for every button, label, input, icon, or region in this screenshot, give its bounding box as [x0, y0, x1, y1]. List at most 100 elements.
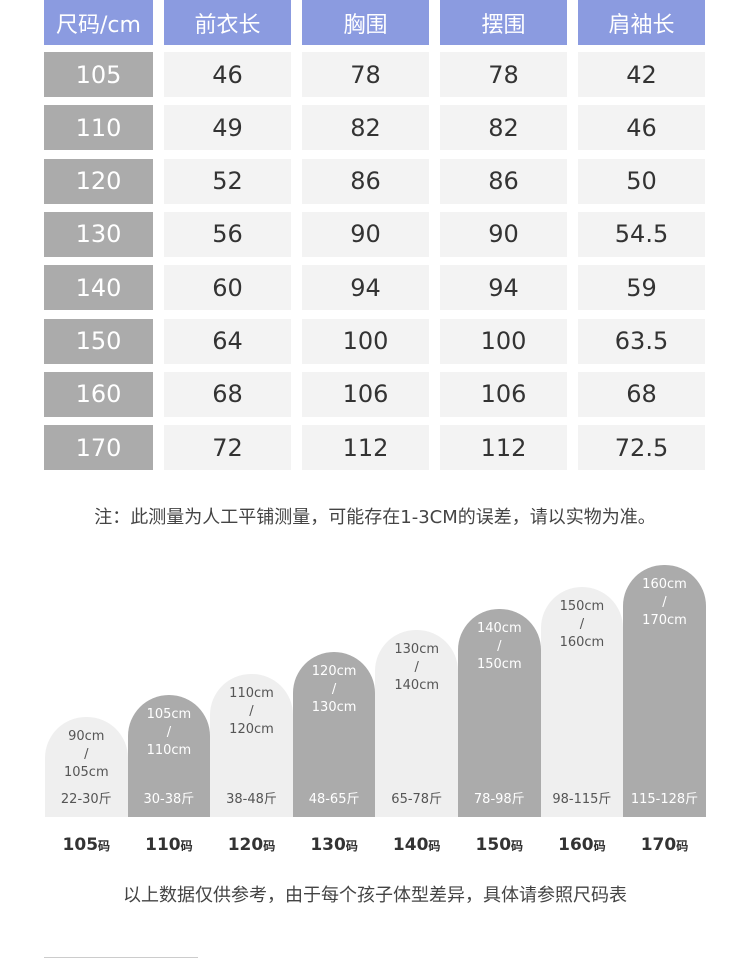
size-number: 105 — [62, 835, 99, 855]
size-arch — [623, 565, 706, 817]
weight-range: 38-48斤 — [226, 792, 277, 807]
size-unit: 码 — [676, 839, 689, 853]
size-label: 130码 — [293, 835, 376, 855]
size-arch — [210, 673, 293, 817]
weight-range: 78-98斤 — [473, 792, 525, 807]
height-range: 90cm — [68, 729, 105, 744]
size-label: 110码 — [128, 835, 211, 855]
height-range: 110cm — [229, 685, 274, 701]
table-cell: 112 — [440, 425, 567, 471]
table-cell: 63.5 — [578, 318, 705, 364]
size-arch — [127, 695, 211, 817]
header-cell: 尺码/cm — [44, 0, 153, 45]
header-cell: 胸围 — [302, 0, 429, 45]
table-cell: 49 — [164, 105, 291, 151]
table-cell: 112 — [302, 425, 429, 471]
header-cell: 肩袖长 — [578, 0, 705, 45]
header-cell: 摆围 — [440, 0, 567, 45]
weight-range: 98-115斤 — [552, 792, 612, 807]
size-unit: 码 — [345, 839, 358, 853]
size-cell: 170 — [44, 425, 153, 471]
size-unit: 码 — [593, 839, 606, 853]
height-range: / — [662, 595, 667, 611]
size-unit: 码 — [263, 839, 276, 853]
table-cell: 100 — [440, 318, 567, 364]
size-unit: 码 — [98, 839, 111, 853]
table-cell: 60 — [164, 265, 291, 311]
table-cell: 82 — [302, 105, 429, 151]
height-range: 130cm — [311, 699, 357, 715]
height-range: 120cm — [229, 721, 274, 737]
height-range: / — [249, 703, 254, 719]
table-cell: 86 — [440, 158, 567, 204]
size-arch — [375, 630, 458, 817]
size-number: 160 — [558, 835, 594, 855]
table-cell: 68 — [578, 371, 705, 417]
size-label: 150码 — [458, 835, 541, 855]
size-cell: 105 — [44, 52, 153, 97]
table-cell: 90 — [302, 211, 429, 257]
size-number: 140 — [392, 835, 429, 855]
table-cell: 78 — [440, 52, 567, 97]
header-cell: 前衣长 — [164, 0, 291, 45]
weight-range: 115-128斤 — [630, 792, 699, 807]
height-range: / — [414, 660, 419, 676]
height-range: / — [331, 681, 337, 697]
size-label: 140码 — [375, 835, 458, 855]
height-range: 150cm — [559, 598, 605, 614]
table-cell: 82 — [440, 105, 567, 151]
table-cell: 56 — [164, 211, 291, 257]
height-range: 140cm — [394, 678, 439, 694]
table-cell: 46 — [578, 105, 705, 151]
table-cell: 72 — [164, 425, 291, 471]
height-range: 120cm — [311, 663, 357, 679]
table-cell: 46 — [164, 52, 291, 97]
size-arch — [458, 608, 541, 817]
size-unit: 码 — [180, 839, 193, 853]
height-range: 110cm — [146, 743, 192, 759]
height-range: 105cm — [146, 707, 192, 723]
height-range: 130cm — [394, 642, 439, 658]
size-number: 170 — [640, 835, 677, 855]
size-cell: 110 — [44, 105, 153, 151]
size-label: 120码 — [210, 835, 293, 855]
height-range: 140cm — [476, 620, 522, 636]
table-cell: 54.5 — [578, 211, 705, 257]
size-label: 160码 — [541, 835, 624, 855]
table-cell: 106 — [440, 371, 567, 417]
size-number: 120 — [227, 835, 264, 855]
size-cell: 140 — [44, 265, 153, 311]
table-cell: 50 — [578, 158, 705, 204]
size-label: 170码 — [623, 835, 706, 855]
weight-range: 48-65斤 — [308, 792, 360, 807]
height-range: / — [84, 747, 89, 762]
table-cell: 42 — [578, 52, 705, 97]
size-number: 110 — [145, 835, 181, 855]
table-cell: 72.5 — [578, 425, 705, 471]
height-range: / — [166, 725, 172, 741]
size-label: 105码 — [45, 835, 128, 855]
size-unit: 码 — [428, 839, 441, 853]
table-cell: 68 — [164, 371, 291, 417]
height-range: 105cm — [63, 765, 109, 780]
size-cell: 160 — [44, 371, 153, 417]
divider — [44, 957, 198, 958]
size-arch — [45, 717, 128, 817]
table-cell: 52 — [164, 158, 291, 204]
weight-range: 65-78斤 — [391, 792, 443, 807]
weight-range: 22-30斤 — [60, 792, 112, 807]
table-cell: 106 — [302, 371, 429, 417]
weight-range: 30-38斤 — [143, 792, 195, 807]
size-number: 150 — [475, 835, 512, 855]
table-cell: 78 — [302, 52, 429, 97]
height-range: 160cm — [559, 634, 605, 650]
size-arch — [540, 586, 624, 817]
table-cell: 59 — [578, 265, 705, 311]
height-range: / — [579, 616, 585, 632]
table-cell: 64 — [164, 318, 291, 364]
size-cell: 130 — [44, 211, 153, 257]
size-cell: 150 — [44, 318, 153, 364]
footer-note: 以上数据仅供参考，由于每个孩子体型差异，具体请参照尺码表 — [123, 885, 627, 906]
size-unit: 码 — [511, 839, 524, 853]
